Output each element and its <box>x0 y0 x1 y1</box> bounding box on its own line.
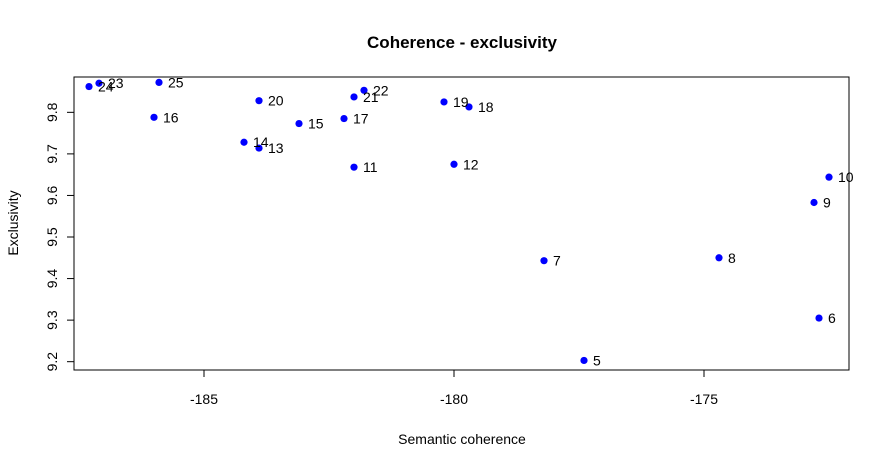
point-label: 13 <box>268 140 284 156</box>
point-label: 18 <box>478 99 494 115</box>
data-point <box>360 86 368 94</box>
x-tick-label: -175 <box>690 391 718 407</box>
point-label: 22 <box>373 82 389 98</box>
data-point <box>350 163 358 171</box>
y-tick-label: 9.3 <box>44 310 60 330</box>
y-tick-label: 9.6 <box>44 186 60 206</box>
data-points <box>85 78 833 365</box>
point-label: 12 <box>463 156 479 172</box>
point-label: 19 <box>453 94 469 110</box>
data-point <box>810 198 818 207</box>
data-point <box>825 173 833 181</box>
point-label: 10 <box>838 169 854 185</box>
data-point <box>715 254 723 262</box>
data-point <box>255 144 263 152</box>
point-label: 24 <box>98 79 114 95</box>
y-axis-label: Exclusivity <box>5 190 21 255</box>
x-tick-label: -180 <box>440 391 468 407</box>
point-label: 21 <box>363 89 379 105</box>
data-point <box>540 257 548 265</box>
data-point <box>85 82 93 91</box>
data-point <box>155 78 163 87</box>
point-label: 25 <box>168 74 184 90</box>
data-point <box>450 160 458 168</box>
plot-area-frame <box>73 76 850 371</box>
point-label: 7 <box>553 253 561 269</box>
y-tick-label: 9.7 <box>44 144 60 164</box>
x-axis-label: Semantic coherence <box>398 431 526 447</box>
point-label: 11 <box>363 159 378 175</box>
y-tick-label: 9.2 <box>44 352 60 372</box>
point-label: 20 <box>268 93 284 109</box>
data-point <box>350 93 358 101</box>
point-label: 15 <box>308 116 324 132</box>
point-label: 8 <box>728 250 736 266</box>
x-axis: -185 -180 -175 <box>190 369 718 407</box>
x-tick-label: -185 <box>190 391 218 407</box>
y-tick-label: 9.4 <box>44 269 60 289</box>
data-point <box>95 79 103 87</box>
chart-title: Coherence - exclusivity <box>367 33 557 52</box>
data-point <box>465 103 473 111</box>
y-axis: 9.2 9.3 9.4 9.5 9.6 9.7 9.8 <box>44 102 75 372</box>
point-label: 5 <box>593 352 601 368</box>
point-label: 6 <box>828 310 836 326</box>
data-point <box>255 97 263 105</box>
data-point <box>295 119 303 128</box>
point-label: 23 <box>108 75 124 91</box>
data-point <box>580 356 588 365</box>
data-point <box>340 114 348 123</box>
data-point <box>150 113 158 121</box>
point-label: 17 <box>353 111 369 127</box>
y-tick-label: 9.8 <box>44 102 60 122</box>
point-label: 9 <box>823 195 831 211</box>
y-tick-label: 9.5 <box>44 227 60 247</box>
data-point <box>240 138 248 146</box>
data-point <box>440 98 448 106</box>
point-label: 16 <box>163 109 179 125</box>
point-label: 14 <box>253 134 269 150</box>
data-point <box>815 314 823 322</box>
